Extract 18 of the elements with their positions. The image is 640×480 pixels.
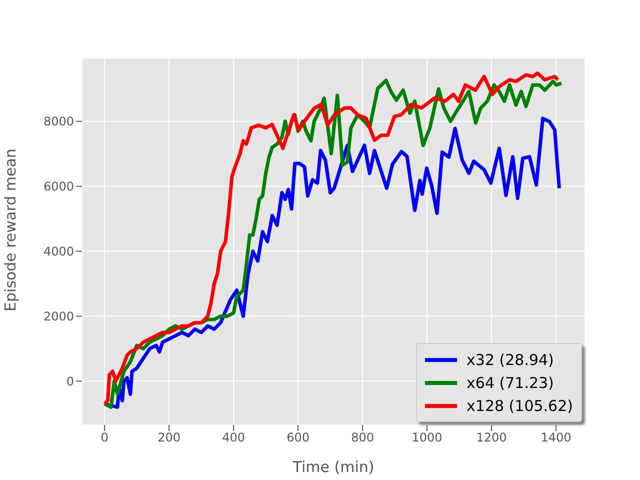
x-tick-label: 1200 (476, 430, 507, 445)
legend-label: x32 (28.94) (466, 350, 554, 368)
y-tick-label: 2000 (43, 309, 74, 324)
x-tick-label: 1000 (412, 430, 442, 445)
y-tick-label: 6000 (43, 180, 74, 194)
x-tick-label: 800 (351, 430, 374, 445)
x-tick-label: 200 (158, 430, 181, 445)
y-tick-label: 0 (66, 374, 74, 388)
x-tick-label: 0 (100, 430, 108, 445)
x-tick-label: 400 (222, 430, 245, 445)
y-axis-title: Episode reward mean (1, 148, 20, 312)
x-tick-label: 1400 (540, 430, 572, 445)
y-tick-label: 4000 (43, 244, 74, 259)
x-tick-label: 600 (286, 430, 310, 445)
y-tick-label: 8000 (43, 114, 74, 129)
legend-label: x128 (105.62) (466, 396, 573, 414)
legend-label: x64 (71.23) (466, 374, 554, 392)
x-axis-title: Time (min) (292, 458, 374, 476)
